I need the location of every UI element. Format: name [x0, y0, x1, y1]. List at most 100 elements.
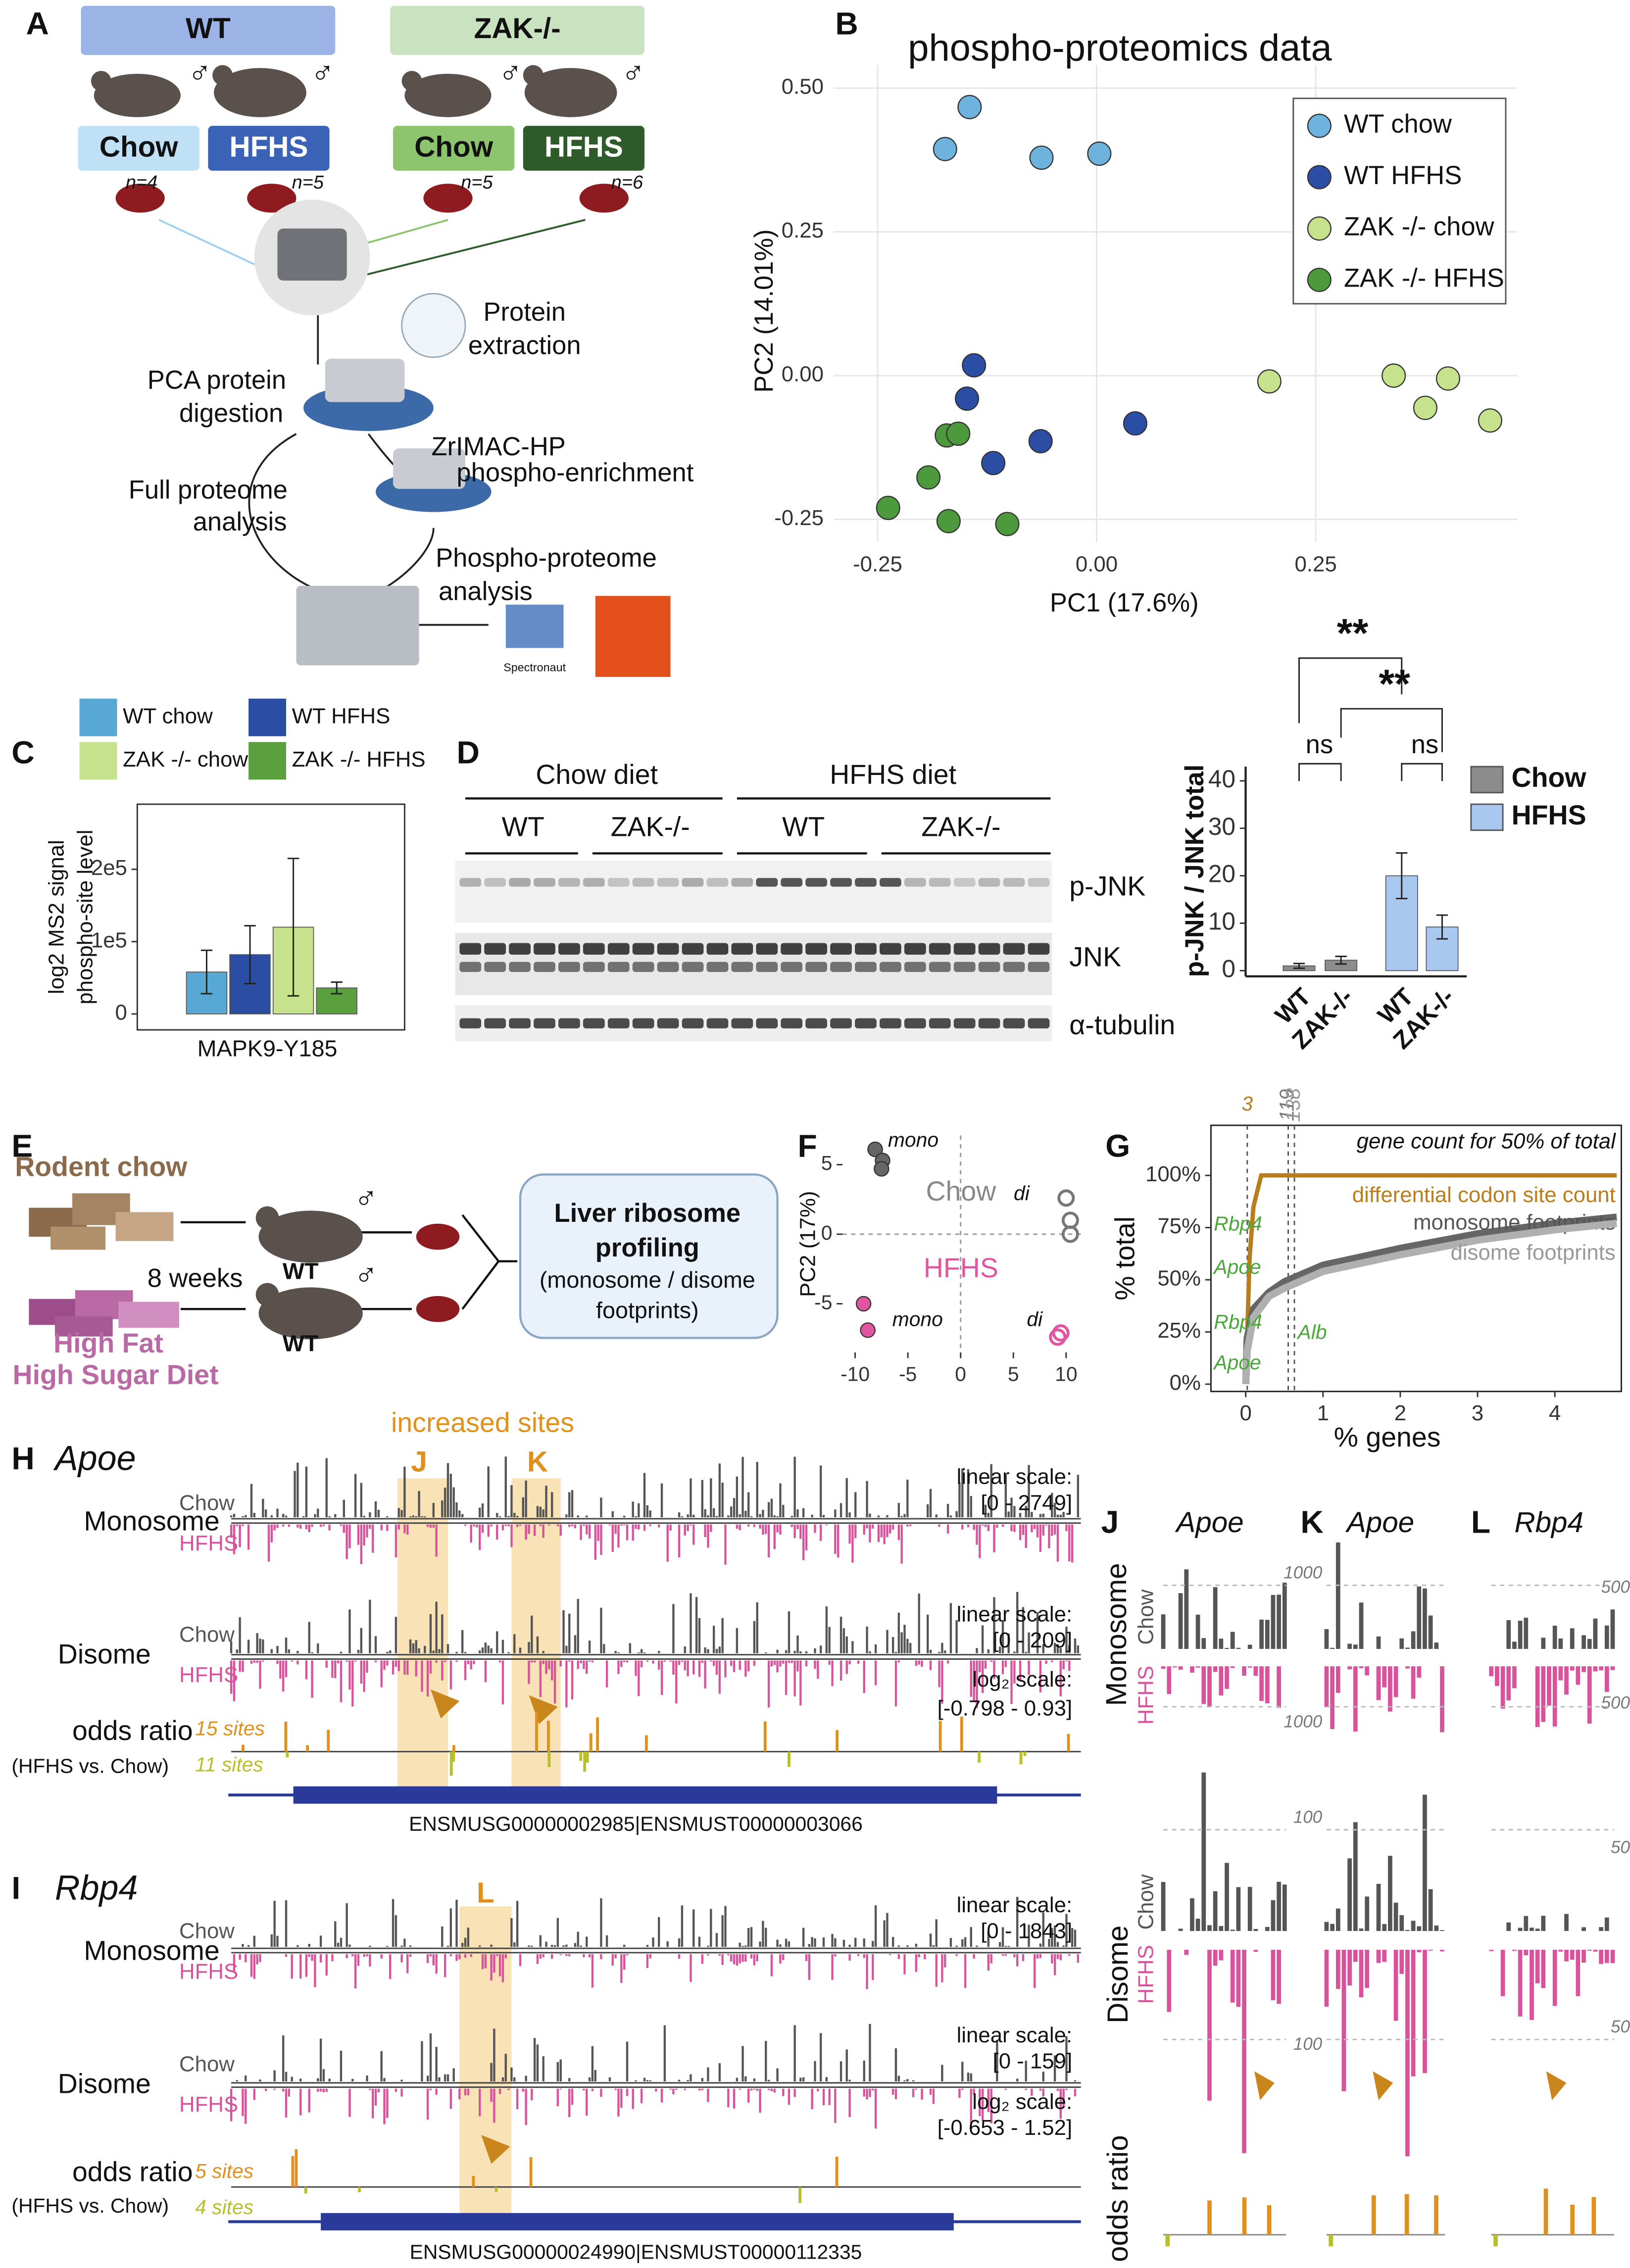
label: WT	[186, 12, 231, 45]
highlight	[397, 1478, 448, 1788]
y-tick-label: 10	[1208, 908, 1235, 935]
y-axis-label: log2 MS2 signal	[44, 840, 68, 994]
x-axis-label: % genes	[1334, 1422, 1441, 1452]
blot-band	[583, 1018, 605, 1029]
software-logo	[505, 604, 564, 648]
legend-swatch	[79, 698, 117, 736]
line	[1243, 1173, 1617, 1384]
error-bar	[1396, 852, 1408, 900]
label: 4 sites	[195, 2196, 253, 2219]
blot-band	[978, 943, 1000, 955]
legend-label: ZAK -/- HFHS	[1344, 263, 1504, 292]
error-bar	[244, 925, 256, 984]
blot-band	[805, 962, 828, 972]
blot-band	[1003, 1018, 1025, 1029]
diet-box	[393, 126, 515, 171]
point	[962, 353, 987, 378]
legend-marker	[1307, 268, 1332, 292]
blot-band	[904, 943, 926, 955]
legend-label: ZAK -/- chow	[123, 747, 248, 772]
blot-band	[459, 943, 482, 955]
blot-band	[805, 1018, 828, 1029]
blot-band	[879, 878, 901, 887]
blot-band	[929, 1018, 951, 1029]
y-tick-label: 0	[115, 1000, 127, 1024]
point	[995, 512, 1020, 536]
blot-band	[879, 943, 901, 955]
label: L	[477, 1877, 494, 1909]
point	[1052, 1324, 1070, 1342]
blot-band	[781, 1018, 803, 1029]
lane-lines	[465, 797, 1051, 855]
legend-label: WT chow	[123, 704, 213, 728]
label: JNK	[1069, 941, 1121, 972]
instrument	[277, 228, 347, 281]
panel-letter: G	[1105, 1128, 1130, 1164]
blot-band	[657, 1018, 679, 1029]
label: PCA protein	[148, 365, 286, 394]
blot-band	[1028, 878, 1050, 887]
point	[876, 495, 900, 520]
blot-band	[657, 962, 679, 972]
blot-band	[558, 1018, 580, 1029]
blot-band	[756, 943, 778, 955]
point	[933, 137, 957, 161]
blot-band	[904, 1018, 926, 1029]
blot-band	[978, 878, 1000, 887]
point	[1257, 369, 1282, 394]
legend-swatch	[248, 742, 287, 780]
blot-band	[731, 962, 753, 972]
blot-band	[855, 1018, 877, 1029]
coverage-track	[1161, 1569, 1287, 1649]
annotation: **	[1379, 662, 1410, 707]
label: log₂ scale:	[972, 1667, 1072, 1691]
y-axis-label: PC2 (17%)	[795, 1191, 820, 1297]
coverage-track	[1167, 1949, 1281, 2153]
blot-band	[558, 878, 580, 887]
x-tick-label: 10	[1055, 1362, 1077, 1385]
label: WT	[502, 811, 544, 842]
odds-bars	[1371, 2194, 1438, 2235]
error-bar	[1335, 956, 1347, 965]
label: Chow	[414, 131, 493, 163]
label: Chow	[179, 1622, 235, 1646]
label: odds ratio	[1102, 2135, 1134, 2262]
label: increased sites	[391, 1407, 574, 1438]
annotation: Alb	[1296, 1321, 1327, 1344]
label: Chow	[99, 131, 178, 163]
panel-letter: H	[11, 1441, 34, 1476]
label: odds ratio	[72, 2157, 193, 2187]
blot-band	[830, 943, 852, 955]
point	[1123, 411, 1147, 436]
odds-bars	[1207, 2197, 1272, 2235]
label: p-JNK	[1069, 870, 1145, 901]
label: Apoe	[1175, 1506, 1243, 1539]
blot-band	[781, 943, 803, 955]
y-tick-label: 1e5	[91, 928, 127, 952]
blot-band	[1028, 943, 1050, 955]
series-label: disome footprints	[1450, 1241, 1615, 1265]
blot-band	[953, 1018, 976, 1029]
blot-band	[459, 962, 482, 972]
label: footprints)	[596, 1297, 699, 1323]
label: Chow	[179, 1919, 235, 1943]
coverage-track	[1324, 1794, 1444, 1931]
label: Spectronaut	[503, 661, 566, 674]
point	[981, 451, 1006, 476]
panel-letter: K	[1300, 1504, 1323, 1540]
label: linear scale:	[957, 2023, 1073, 2047]
line	[1242, 1219, 1617, 1385]
x-tick-label: 0.25	[1295, 552, 1337, 576]
blot-band	[855, 878, 877, 887]
annotation: ns	[1306, 730, 1333, 759]
label: Chow	[1134, 1874, 1158, 1930]
label: Apoe	[53, 1439, 136, 1478]
point	[946, 421, 971, 446]
annotation: Rbp4	[1214, 1310, 1262, 1333]
blot-band	[830, 878, 852, 887]
label: [-0.653 - 1.52]	[938, 2116, 1073, 2140]
label: HFHS	[179, 1663, 238, 1687]
label: WT	[283, 1258, 319, 1284]
x-tick-label: -5	[899, 1362, 917, 1385]
